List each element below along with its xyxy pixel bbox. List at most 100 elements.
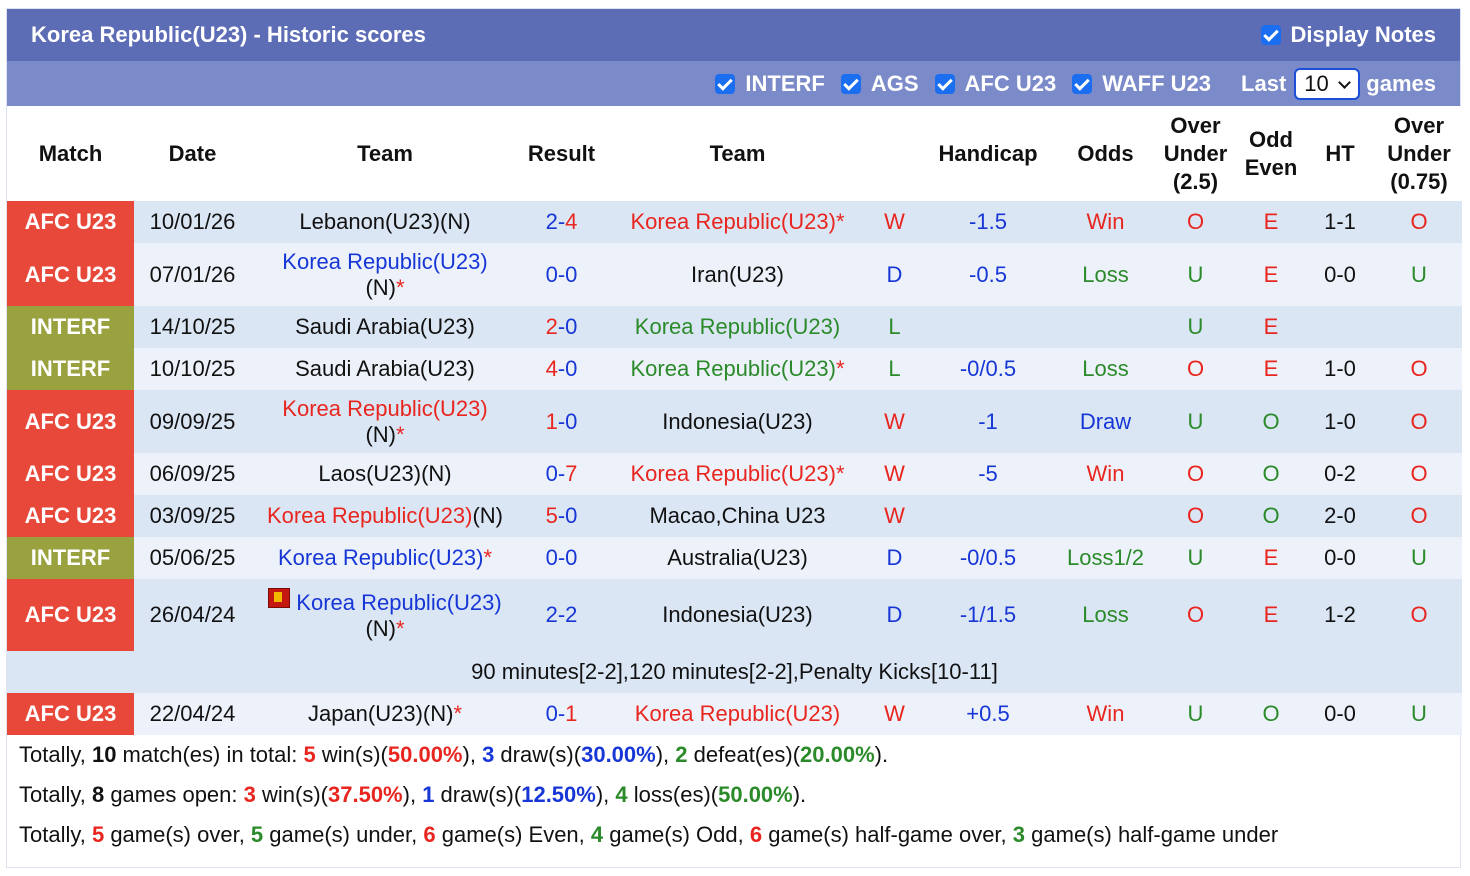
- summary-text: win(s)(: [255, 782, 328, 807]
- team-text: Korea Republic(U23): [634, 314, 841, 339]
- over-under-cell: U: [1153, 306, 1238, 348]
- handicap-cell: +0.5: [918, 693, 1058, 735]
- odd-even-cell: O: [1238, 453, 1304, 495]
- note-row: 90 minutes[2-2],120 minutes[2-2],Penalty…: [7, 651, 1462, 693]
- over-under-half: O: [1410, 503, 1428, 528]
- result: 1-0: [519, 390, 604, 453]
- column-header: Over Under (2.5): [1153, 106, 1238, 201]
- summary-text: 1: [422, 782, 435, 807]
- checkbox[interactable]: [934, 73, 955, 94]
- column-header: Team: [251, 106, 519, 201]
- over-under-half-cell: O: [1376, 201, 1462, 243]
- team-text: Macao,China U23: [649, 503, 826, 528]
- filter-label: AFC U23: [964, 70, 1057, 96]
- checkbox[interactable]: [715, 73, 736, 94]
- date-cell: 14/10/25: [134, 306, 251, 348]
- odds-cell: Win: [1058, 453, 1153, 495]
- summary-text: game(s) over,: [104, 822, 251, 847]
- score: 1: [545, 408, 558, 434]
- handicap-cell: [918, 306, 1058, 348]
- result: 5-0: [519, 495, 604, 537]
- filter[interactable]: AGS: [840, 70, 919, 96]
- match-badge: AFC U23: [7, 579, 134, 651]
- score: 0: [565, 356, 578, 381]
- odds: Loss1/2: [1066, 545, 1145, 570]
- odd-even: O: [1262, 503, 1280, 528]
- over-under-cell: O: [1153, 348, 1238, 390]
- outcome-cell: L: [871, 306, 918, 348]
- team-text: *: [483, 545, 492, 570]
- handicap-cell: -0/0.5: [918, 537, 1058, 579]
- summary-text: draw(s)(: [434, 782, 522, 807]
- column-label: Handicap: [938, 140, 1038, 166]
- scores-table: Match Date Team Result Team Handicap Odds Over …: [7, 106, 1462, 735]
- match-row: AFC U23 03/09/25 Korea Republic(U23)(N) 5-0…: [7, 495, 1462, 537]
- summary-text: loss(es)(: [627, 782, 719, 807]
- handicap: -1: [978, 408, 998, 434]
- filter-label: INTERF: [745, 70, 825, 96]
- checkbox[interactable]: [1260, 25, 1281, 45]
- score: 4: [545, 356, 558, 381]
- score: 0: [545, 701, 558, 726]
- summary-text: 5: [250, 822, 264, 847]
- checkbox[interactable]: [1072, 73, 1093, 94]
- filter[interactable]: INTERF: [715, 70, 825, 96]
- handicap: -1/1.5: [959, 602, 1017, 627]
- match-badge: AFC U23: [7, 453, 134, 495]
- match-badge: AFC U23: [7, 390, 134, 453]
- date: 07/01/26: [149, 261, 236, 287]
- summary-line: Totally, 5 game(s) over, 5 game(s) under…: [19, 815, 1460, 855]
- summary-text: 10: [91, 742, 117, 767]
- result: 2-4: [519, 201, 604, 243]
- odd-even: E: [1263, 545, 1279, 570]
- result: 0-1: [519, 693, 604, 735]
- team-text: Lebanon(U23)(N): [299, 209, 471, 234]
- over-under-half: O: [1410, 408, 1428, 434]
- column-label: HT: [1325, 140, 1355, 166]
- over-under: O: [1186, 356, 1205, 381]
- team-text: *: [835, 356, 845, 381]
- summary-text: 5: [303, 742, 316, 767]
- team-text: Laos(U23)(N): [318, 461, 452, 486]
- team-text: Korea Republic(U23): [296, 590, 502, 615]
- filter[interactable]: WAFF U23: [1072, 71, 1211, 96]
- date-cell: 03/09/25: [134, 495, 251, 537]
- date-cell: 10/10/25: [134, 348, 251, 390]
- date: 10/10/25: [149, 356, 236, 381]
- outcome-cell: D: [871, 579, 918, 651]
- column-header: Match: [7, 106, 134, 201]
- odd-even-cell: O: [1238, 390, 1304, 453]
- away-team: Korea Republic(U23)*: [604, 453, 871, 495]
- team-text: *: [395, 616, 405, 641]
- team-icon: [268, 588, 291, 608]
- display-notes-toggle[interactable]: Display Notes: [1260, 22, 1436, 48]
- match-badge: INTERF: [7, 537, 134, 579]
- score: -: [557, 461, 566, 486]
- summary-text: 20.00%: [800, 742, 875, 767]
- summary-text: game(s) half-game over,: [762, 822, 1013, 847]
- score: 0: [545, 261, 558, 287]
- filter-label: AGS: [870, 70, 919, 96]
- team-text: Saudi Arabia(U23): [295, 314, 475, 339]
- date-cell: 07/01/26: [134, 243, 251, 306]
- score: -: [557, 503, 566, 528]
- team-text: *: [453, 701, 463, 726]
- filter[interactable]: AFC U23: [934, 70, 1057, 96]
- team-text: *: [835, 209, 845, 234]
- column-header: Over Under (0.75): [1376, 106, 1462, 201]
- team-text: (N): [472, 503, 503, 528]
- outcome: W: [884, 701, 905, 726]
- summary-text: Totally,: [19, 782, 92, 807]
- last-select[interactable]: 10: [1294, 67, 1361, 100]
- handicap-cell: -5: [918, 453, 1058, 495]
- checkbox[interactable]: [840, 73, 861, 94]
- odds-cell: Win: [1058, 201, 1153, 243]
- outcome: D: [886, 545, 903, 570]
- team-text: (N): [365, 421, 396, 447]
- result: 0-7: [519, 453, 604, 495]
- summary-text: ).: [792, 782, 807, 807]
- away-team: Korea Republic(U23)*: [604, 348, 871, 390]
- over-under-half: O: [1410, 602, 1428, 627]
- summary-text: 37.50%: [328, 782, 403, 807]
